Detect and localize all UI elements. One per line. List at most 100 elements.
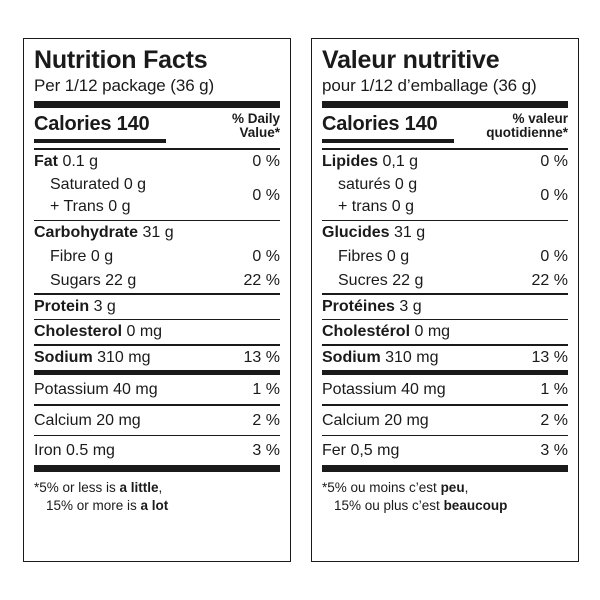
footnote-line1-end: , [158, 480, 163, 495]
sugars-amount: Sugars 22 g [50, 272, 137, 289]
calories-row: Calories 140 % valeur quotidienne* [322, 108, 568, 148]
divider [34, 434, 280, 436]
sugars-amount: Sucres 22 g [338, 272, 424, 289]
daily-value-footnote: *5% ou moins c’est peu, 15% ou plus c’es… [322, 479, 568, 515]
carbohydrate-amount: 31 g [142, 224, 174, 241]
potassium-amount: Potassium 40 mg [34, 381, 158, 398]
nutrition-facts-panel-english: Nutrition Facts Per 1/12 package (36 g) … [23, 38, 291, 562]
sodium-daily-value: 13 % [531, 349, 568, 366]
sodium-label: Sodium [34, 349, 93, 366]
sugars-row: Sugars 22 g 22 % [34, 269, 280, 293]
carbohydrate-row: Glucides 31 g [322, 221, 568, 245]
fibre-amount: Fibres 0 g [338, 248, 410, 265]
daily-value-header-line1: % valeur [512, 111, 568, 126]
fibre-amount: Fibre 0 g [50, 248, 114, 265]
divider-thick [34, 465, 280, 472]
sodium-row: Sodium 310 mg 13 % [322, 346, 568, 370]
fat-row: Lipides 0,1 g 0 % [322, 150, 568, 174]
footnote-line1-emphasis: peu [440, 480, 465, 495]
saturated-fat: saturés 0 g [338, 175, 418, 193]
saturated-trans-row: Saturated 0 g + Trans 0 g 0 % [34, 174, 280, 220]
saturated-trans-row: saturés 0 g + trans 0 g 0 % [322, 174, 568, 220]
fat-row: Fat 0.1 g 0 % [34, 150, 280, 174]
protein-label: Protéines [322, 297, 395, 315]
saturated-trans-daily-value: 0 % [540, 186, 568, 204]
footnote-line2-text: 15% ou plus c’est [334, 498, 444, 513]
protein-amount: 3 g [93, 297, 116, 315]
carbohydrate-amount: 31 g [394, 224, 426, 241]
daily-value-header-line2: Value* [239, 125, 280, 140]
footnote-line2-emphasis: beaucoup [443, 498, 508, 513]
divider [34, 219, 280, 221]
sodium-amount: 310 mg [97, 349, 151, 366]
divider [322, 344, 568, 346]
serving-size: Per 1/12 package (36 g) [34, 76, 215, 95]
carbohydrate-label: Glucides [322, 224, 390, 241]
potassium-daily-value: 1 % [252, 381, 280, 398]
cholesterol-row: Cholestérol 0 mg [322, 320, 568, 344]
sugars-daily-value: 22 % [243, 272, 280, 289]
footnote-line2: 15% or more is a lot [34, 497, 280, 515]
fibre-daily-value: 0 % [252, 248, 280, 265]
sodium-amount: 310 mg [385, 349, 439, 366]
daily-value-header: % Daily Value* [170, 112, 280, 140]
divider-thick [322, 101, 568, 108]
fat-amount: 0,1 g [382, 152, 419, 170]
sugars-daily-value: 22 % [531, 272, 568, 289]
calcium-row: Calcium 20 mg 2 % [34, 406, 280, 435]
protein-label: Protein [34, 297, 90, 315]
potassium-row: Potassium 40 mg 1 % [34, 375, 280, 404]
divider [322, 219, 568, 221]
trans-fat: + Trans 0 g [50, 197, 131, 215]
sodium-row: Sodium 310 mg 13 % [34, 346, 280, 370]
divider [322, 318, 568, 320]
trans-fat: + trans 0 g [338, 197, 415, 215]
calories-underline [322, 139, 454, 143]
sodium-label: Sodium [322, 349, 381, 366]
sodium-daily-value: 13 % [243, 349, 280, 366]
divider-thick [34, 370, 280, 375]
fibre-daily-value: 0 % [540, 248, 568, 265]
calories-row: Calories 140 % Daily Value* [34, 108, 280, 148]
divider [322, 148, 568, 150]
calories-label: Calories 140 [322, 113, 438, 135]
iron-daily-value: 3 % [252, 442, 280, 459]
potassium-amount: Potassium 40 mg [322, 381, 446, 398]
footnote-line1-end: , [464, 480, 469, 495]
footnote-line1-text: *5% ou moins c’est [322, 480, 441, 495]
cholesterol-label: Cholesterol [34, 323, 123, 340]
cholesterol-amount: 0 mg [126, 323, 163, 340]
footnote-line2-emphasis: a lot [140, 498, 169, 513]
iron-row: Iron 0.5 mg 3 % [34, 436, 280, 465]
divider [34, 404, 280, 406]
saturated-trans-daily-value: 0 % [252, 186, 280, 204]
calcium-daily-value: 2 % [252, 411, 280, 429]
iron-amount: Fer 0,5 mg [322, 442, 400, 459]
iron-amount: Iron 0.5 mg [34, 442, 115, 459]
fat-label: Fat [34, 152, 58, 170]
cholesterol-row: Cholesterol 0 mg [34, 320, 280, 344]
carbohydrate-label: Carbohydrate [34, 224, 139, 241]
divider-thick [34, 101, 280, 108]
footnote-line1-emphasis: a little [119, 480, 159, 495]
fat-amount: 0.1 g [62, 152, 99, 170]
iron-daily-value: 3 % [540, 442, 568, 459]
fibre-row: Fibres 0 g 0 % [322, 245, 568, 269]
divider [322, 434, 568, 436]
saturated-fat: Saturated 0 g [50, 175, 147, 193]
footnote-line1: *5% or less is a little, [34, 479, 280, 497]
footnote-line1: *5% ou moins c’est peu, [322, 479, 568, 497]
divider-thick [322, 465, 568, 472]
calories-underline [34, 139, 166, 143]
daily-value-header-line1: % Daily [231, 111, 280, 126]
protein-row: Protéines 3 g [322, 295, 568, 319]
panel-title: Nutrition Facts [34, 46, 208, 74]
daily-value-header-line2: quotidienne* [486, 125, 568, 140]
divider [322, 404, 568, 406]
footnote-line2: 15% ou plus c’est beaucoup [322, 497, 568, 515]
fat-label: Lipides [322, 152, 379, 170]
potassium-row: Potassium 40 mg 1 % [322, 375, 568, 404]
carbohydrate-row: Carbohydrate 31 g [34, 221, 280, 245]
footnote-line1-text: *5% or less is [34, 480, 120, 495]
divider [34, 344, 280, 346]
